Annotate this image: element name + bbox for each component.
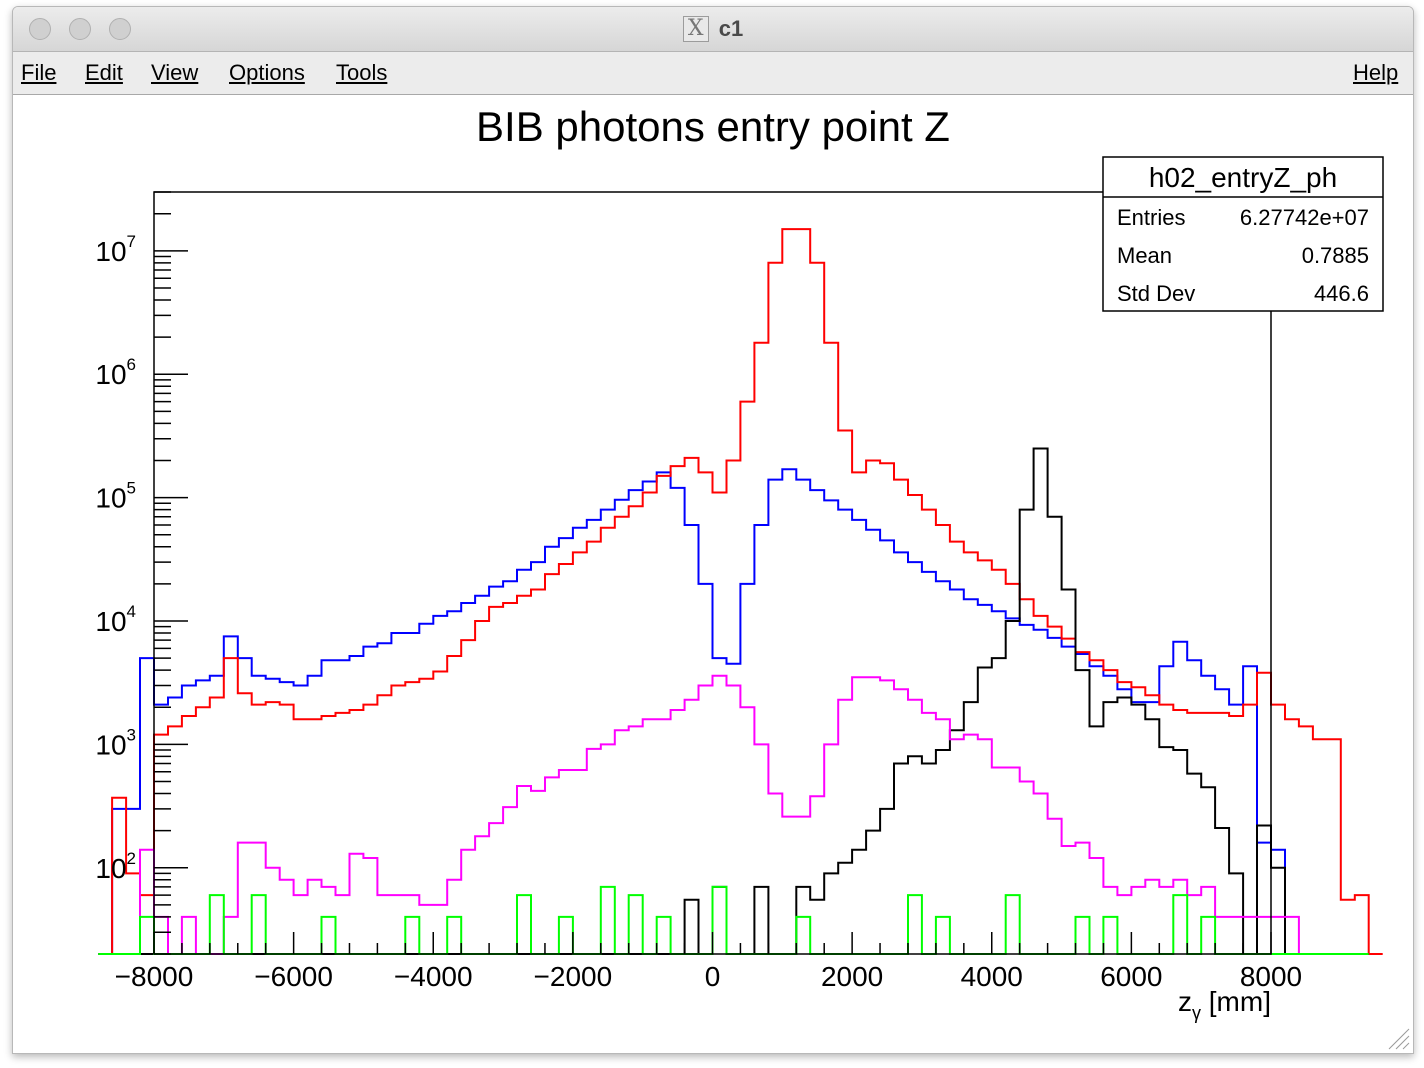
x-axis-label-sub: γ [1192, 1003, 1201, 1023]
y-tick-base: 10 [95, 853, 126, 884]
chart-title: BIB photons entry point Z [476, 103, 950, 150]
y-tick-exponent: 3 [127, 725, 136, 744]
series-line-2 [98, 447, 1369, 955]
stats-stddev-label: Std Dev [1117, 281, 1195, 306]
x-tick-label: 6000 [1100, 961, 1162, 992]
x-tick-label: −2000 [534, 961, 613, 992]
stats-mean-label: Mean [1117, 243, 1172, 268]
x-tick-label: 4000 [961, 961, 1023, 992]
menu-options-label: Options [229, 60, 305, 85]
menu-file[interactable]: File [21, 61, 56, 85]
menu-file-label: File [21, 60, 57, 85]
menu-edit-label: Edit [85, 60, 123, 85]
stats-box-title: h02_entryZ_ph [1149, 162, 1337, 193]
y-tick-exponent: 6 [127, 355, 136, 374]
menu-tools-label: Tools [336, 60, 388, 85]
y-tick-base: 10 [95, 483, 126, 514]
stats-mean-value: 0.7885 [1302, 243, 1369, 268]
y-tick-base: 10 [95, 236, 126, 267]
close-button[interactable] [29, 18, 51, 40]
series-line-4 [98, 885, 1369, 955]
resize-grip-icon[interactable] [1385, 1025, 1411, 1051]
window-title: c1 [718, 16, 744, 41]
x-tick-label: 8000 [1240, 961, 1302, 992]
x-tick-labels: −8000 −6000 −4000 −2000 0 2000 4000 6000 8000 [115, 961, 1302, 992]
y-tick-base: 10 [95, 729, 126, 760]
series-line-1 [98, 228, 1383, 955]
menu-options[interactable]: Options [229, 61, 305, 85]
y-tick-exponent: 5 [127, 479, 136, 498]
y-tick-exponent: 7 [127, 232, 136, 251]
histogram-series [98, 228, 1383, 955]
menu-help-label: Help [1353, 60, 1399, 85]
plot-canvas[interactable]: BIB photons entry point Z −8000 −6000 −400… [13, 95, 1413, 1051]
stats-box-frame [1102, 156, 1384, 312]
stats-box: h02_entryZ_ph Entries 6.27742e+07 Mean 0… [1102, 156, 1384, 312]
stats-entries-label: Entries [1117, 205, 1185, 230]
y-tick-exponent: 2 [127, 849, 136, 868]
series-line-3 [98, 674, 1313, 955]
menu-edit[interactable]: Edit [85, 61, 123, 85]
x-axis-label: zγ [mm] [1178, 986, 1271, 1023]
y-tick-label: 106 [95, 355, 136, 390]
y-tick-exponent: 4 [127, 602, 136, 621]
x-tick-label: 2000 [821, 961, 883, 992]
plot-frame [153, 191, 1272, 955]
y-tick-base: 10 [95, 606, 126, 637]
menu-view[interactable]: View [151, 61, 198, 85]
y-tick-label: 105 [95, 479, 136, 514]
zoom-button[interactable] [109, 18, 131, 40]
y-tick-label: 102 [95, 849, 136, 884]
menu-help[interactable]: Help [1353, 61, 1398, 85]
x-tick-label: 0 [705, 961, 721, 992]
x-axis-label-unit: [mm] [1201, 986, 1271, 1017]
y-tick-label: 107 [95, 232, 136, 267]
menu-bar: File Edit View Options Tools Help [13, 52, 1413, 95]
y-tick-label: 103 [95, 725, 136, 760]
menu-tools[interactable]: Tools [336, 61, 387, 85]
series-line-0 [98, 468, 1299, 955]
window-title-group: X c1 [13, 7, 1413, 51]
title-bar[interactable]: X c1 [13, 7, 1413, 52]
x-tick-label: −8000 [115, 961, 194, 992]
menu-view-label: View [151, 60, 199, 85]
minimize-button[interactable] [69, 18, 91, 40]
x-tick-label: −6000 [254, 961, 333, 992]
x-tick-label: −4000 [394, 961, 473, 992]
y-tick-base: 10 [95, 359, 126, 390]
app-window: X c1 File Edit View Options Tools Help B… [12, 6, 1414, 1054]
axis-ticks [153, 191, 1272, 955]
x-axis-label-main: z [1178, 986, 1192, 1017]
stats-entries-value: 6.27742e+07 [1240, 205, 1369, 230]
y-tick-label: 104 [95, 602, 136, 637]
stats-stddev-value: 446.6 [1314, 281, 1369, 306]
x11-icon: X [682, 16, 709, 42]
